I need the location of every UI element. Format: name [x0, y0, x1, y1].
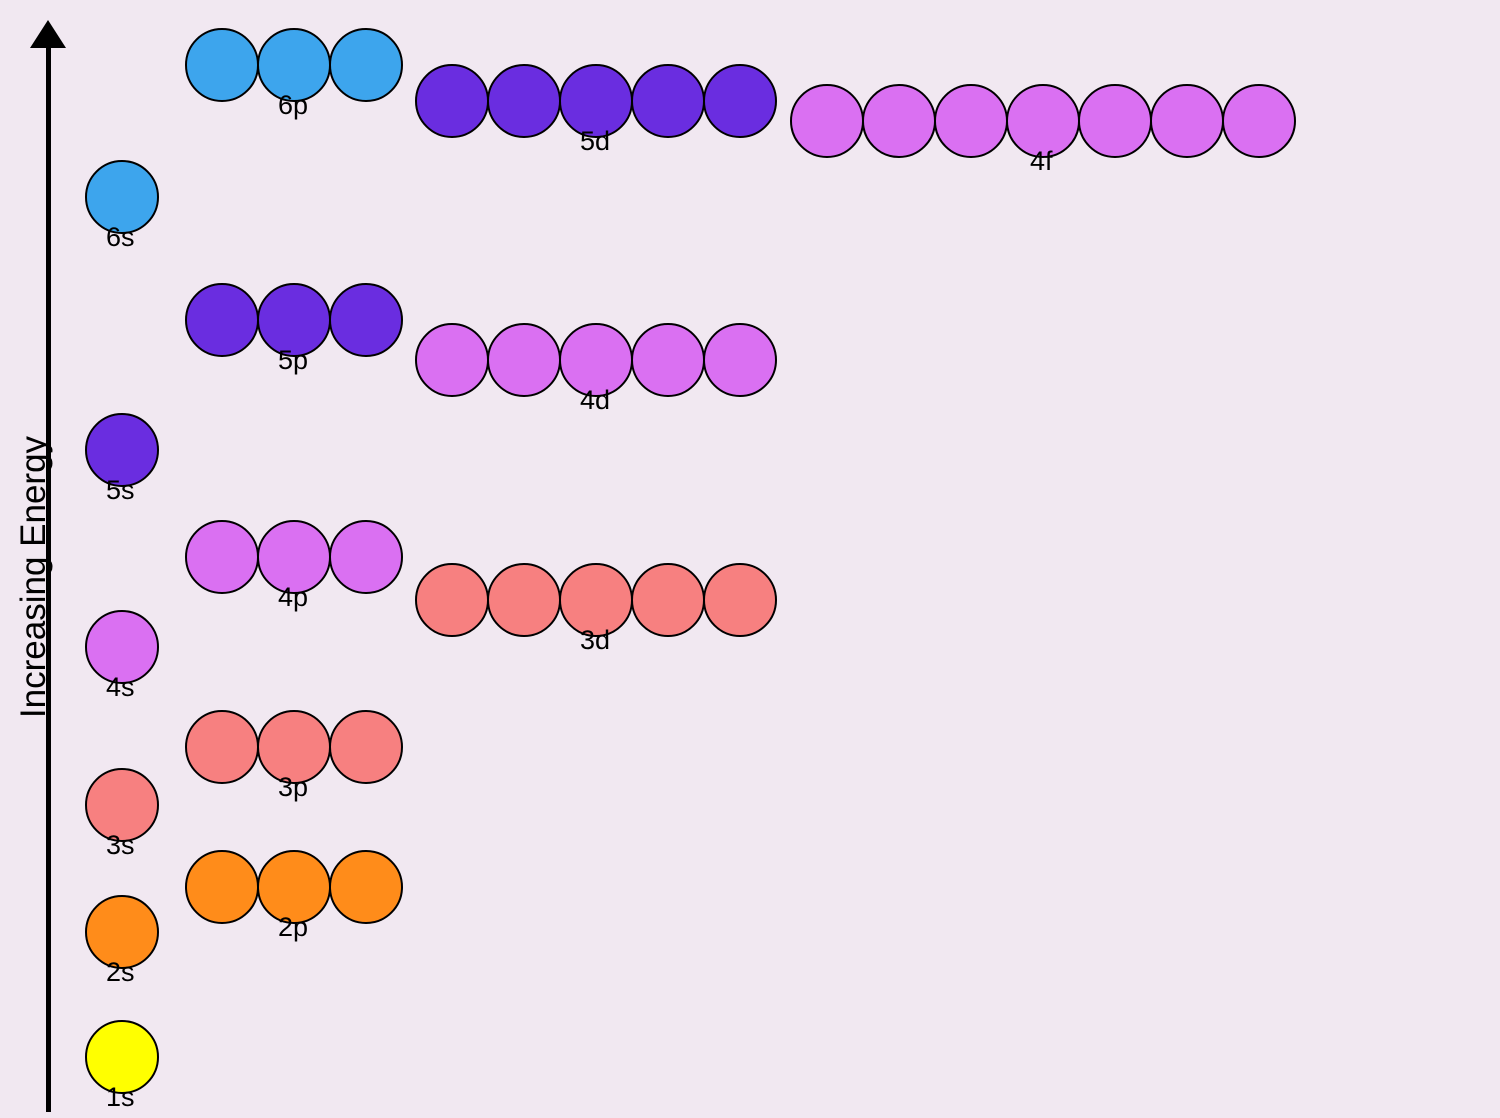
orbital-label-5p: 5p — [278, 345, 308, 376]
orbital-label-4p: 4p — [278, 582, 308, 613]
orbital-label-4d: 4d — [580, 385, 610, 416]
orbital-circle — [185, 710, 259, 784]
orbital-circle — [862, 84, 936, 158]
orbital-circle — [329, 28, 403, 102]
orbital-circle — [631, 64, 705, 138]
orbital-label-3s: 3s — [106, 830, 135, 861]
orbital-circle — [415, 323, 489, 397]
orbital-circle — [487, 323, 561, 397]
orbital-label-5s: 5s — [106, 475, 135, 506]
orbital-circle — [934, 84, 1008, 158]
orbital-label-3d: 3d — [580, 625, 610, 656]
orbital-circle — [329, 710, 403, 784]
orbital-label-2s: 2s — [106, 957, 135, 988]
orbital-circle — [1150, 84, 1224, 158]
orbital-circle — [185, 28, 259, 102]
orbital-circle — [415, 64, 489, 138]
orbital-label-6p: 6p — [278, 90, 308, 121]
orbital-label-4s: 4s — [106, 672, 135, 703]
orbital-circle — [790, 84, 864, 158]
orbital-circle — [185, 520, 259, 594]
orbital-circle — [1078, 84, 1152, 158]
orbital-circle — [415, 563, 489, 637]
orbital-circle — [703, 64, 777, 138]
orbital-circle — [329, 283, 403, 357]
orbital-circle — [329, 520, 403, 594]
orbital-circle — [329, 850, 403, 924]
orbital-circle — [1222, 84, 1296, 158]
energy-axis-label: Increasing Energy — [14, 427, 54, 727]
orbital-circle — [185, 283, 259, 357]
orbital-circle — [703, 323, 777, 397]
orbital-label-2p: 2p — [278, 912, 308, 943]
orbital-label-4f: 4f — [1030, 146, 1053, 177]
orbital-label-5d: 5d — [580, 126, 610, 157]
orbital-circle — [631, 563, 705, 637]
orbital-circle — [631, 323, 705, 397]
orbital-circle — [703, 563, 777, 637]
orbital-circle — [185, 850, 259, 924]
orbital-label-3p: 3p — [278, 772, 308, 803]
orbital-circle — [487, 64, 561, 138]
orbital-label-6s: 6s — [106, 222, 135, 253]
orbital-label-1s: 1s — [106, 1082, 135, 1113]
orbital-circle — [487, 563, 561, 637]
